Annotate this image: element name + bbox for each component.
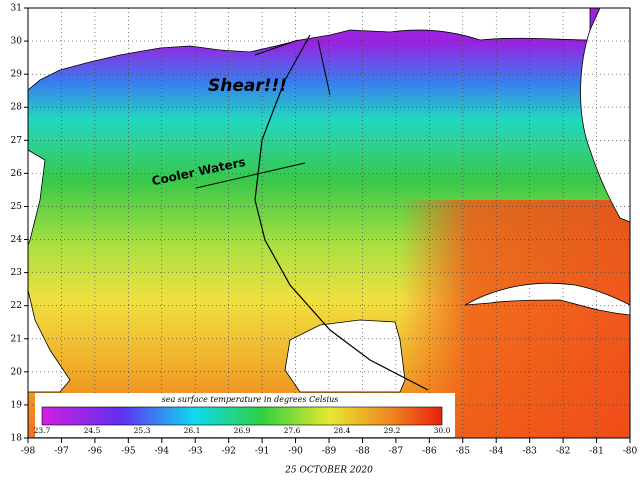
lon-label: -96 — [88, 447, 103, 457]
colorbar-label: 28.4 — [334, 426, 351, 435]
lat-label: 27 — [11, 136, 23, 146]
lat-label: 20 — [11, 367, 23, 377]
lat-label: 26 — [11, 169, 23, 179]
lon-label: -92 — [221, 447, 236, 457]
colorbar-label: 23.7 — [34, 426, 51, 435]
lon-label: -81 — [589, 447, 604, 457]
colorbar-label: 26.1 — [184, 426, 201, 435]
colorbar: sea surface temperature in degrees Celsi… — [34, 393, 455, 437]
lat-label: 28 — [11, 103, 23, 113]
frame — [27, 7, 631, 439]
lon-label: -80 — [623, 447, 638, 457]
lon-label: -88 — [355, 447, 370, 457]
lat-label: 31 — [11, 4, 22, 14]
colorbar-label: 29.2 — [384, 426, 401, 435]
colorbar-label: 27.6 — [284, 426, 301, 435]
lat-label: 23 — [11, 268, 23, 278]
lon-label: -89 — [322, 447, 337, 457]
lon-label: -95 — [121, 447, 136, 457]
colorbar-title: sea surface temperature in degrees Celsi… — [162, 395, 339, 404]
lat-label: 24 — [11, 235, 23, 245]
lon-label: -87 — [389, 447, 404, 457]
lat-label: 30 — [11, 37, 23, 47]
lon-label: -82 — [556, 447, 571, 457]
lon-label: -97 — [54, 447, 69, 457]
lat-label: 21 — [11, 334, 22, 344]
lon-label: -94 — [155, 447, 170, 457]
lon-label: -98 — [21, 447, 36, 457]
lat-label: 29 — [11, 70, 23, 80]
lon-label: -84 — [489, 447, 504, 457]
lon-label: -90 — [288, 447, 303, 457]
lat-label: 19 — [11, 400, 23, 410]
date: 25 OCTOBER 2020 — [284, 466, 373, 476]
lat-label: 22 — [11, 301, 22, 311]
lon-label: -85 — [456, 447, 471, 457]
colorbar-label: 25.3 — [134, 426, 151, 435]
lat-label: 25 — [11, 202, 23, 212]
land — [27, 7, 631, 393]
lon-label: -91 — [255, 447, 270, 457]
colorbar-label: 24.5 — [84, 426, 101, 435]
colorbar-label: 30.0 — [434, 426, 451, 435]
lat-label: 18 — [11, 434, 23, 444]
lon-label: -83 — [522, 447, 537, 457]
lon-label: -93 — [188, 447, 203, 457]
colorbar-label: 26.9 — [234, 426, 251, 435]
lon-label: -86 — [422, 447, 437, 457]
annotation: Shear!!! — [208, 76, 287, 96]
